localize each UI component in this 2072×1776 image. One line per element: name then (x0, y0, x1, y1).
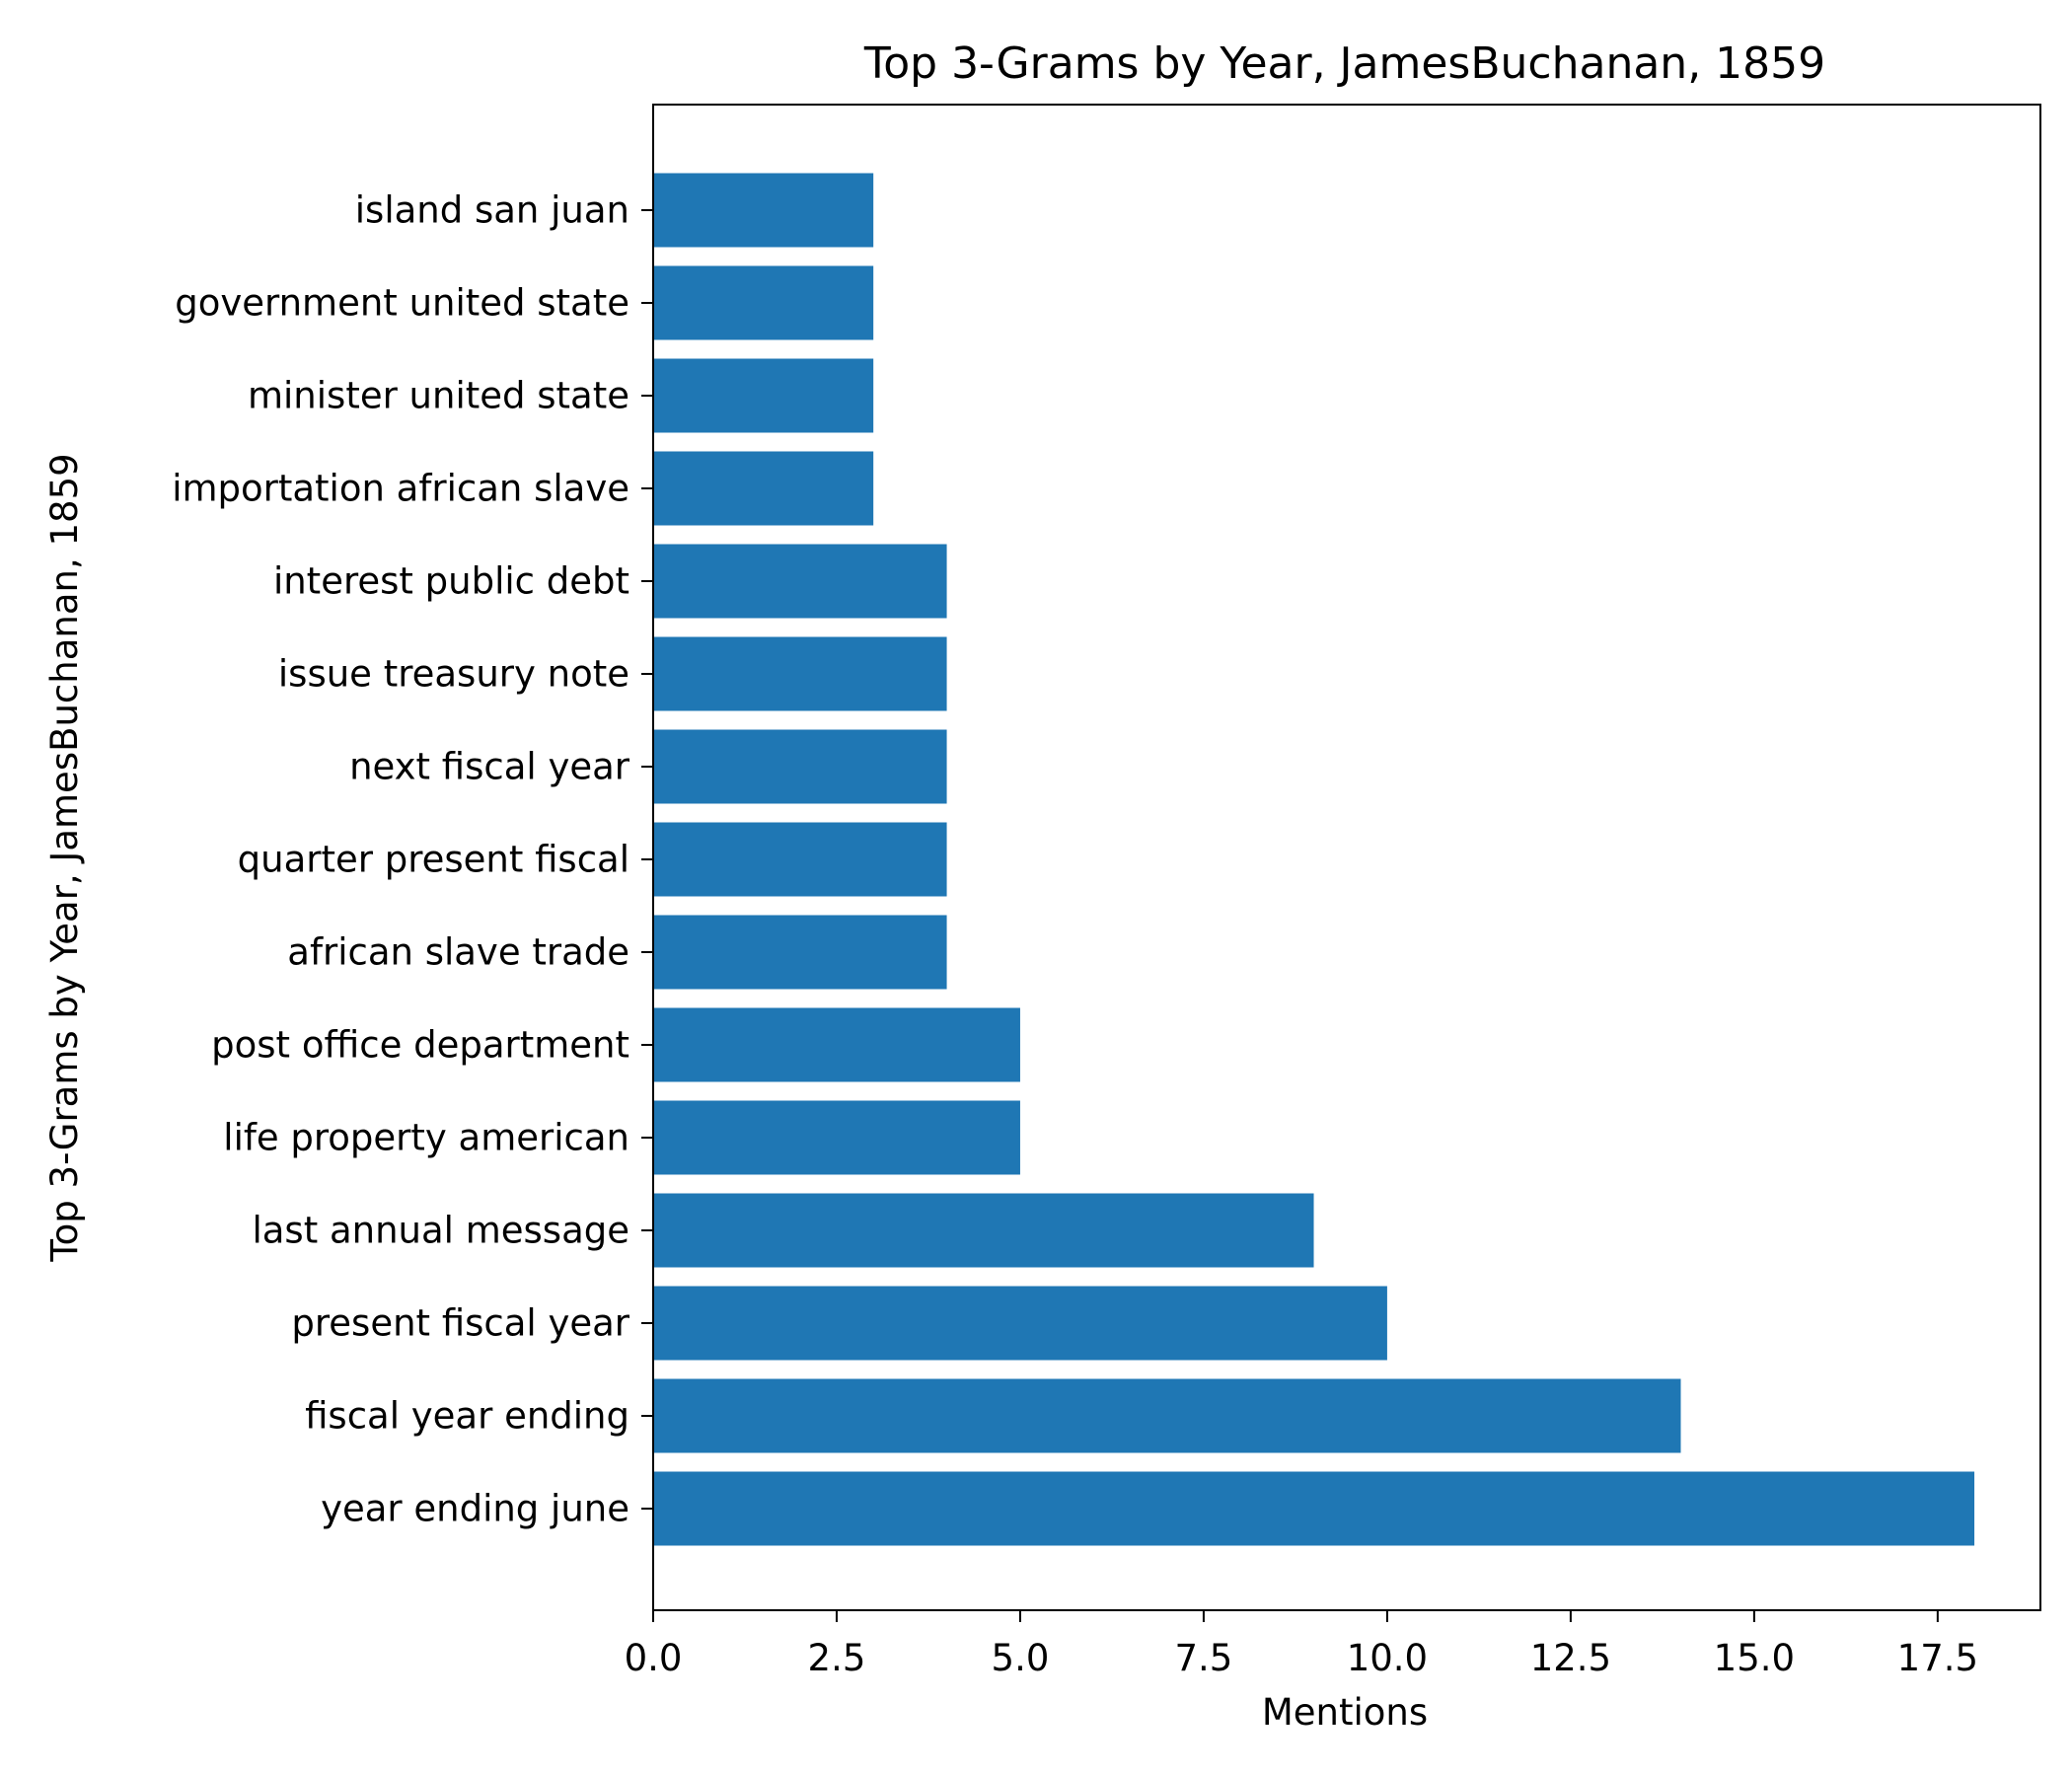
y-tick-label: government united state (175, 282, 629, 325)
y-tick-label: post office department (211, 1024, 629, 1067)
bar (653, 915, 947, 990)
y-tick-label: minister united state (248, 375, 629, 417)
bar (653, 636, 947, 711)
bar (653, 544, 947, 619)
x-tick-label: 17.5 (1897, 1637, 1978, 1679)
x-tick-label: 0.0 (625, 1637, 683, 1679)
bar (653, 358, 874, 433)
y-tick-label: african slave trade (287, 931, 629, 974)
y-axis-ticks: year ending june fiscal year ending presen… (172, 189, 653, 1530)
y-tick-label: issue treasury note (278, 653, 629, 696)
y-tick-label: importation african slave (172, 468, 629, 510)
y-tick-label: present fiscal year (291, 1302, 629, 1345)
x-tick-label: 12.5 (1530, 1637, 1611, 1679)
x-tick-label: 15.0 (1714, 1637, 1795, 1679)
y-tick-label: life property american (223, 1117, 629, 1159)
x-axis-ticks: 0.0 2.5 5.0 7.5 10.0 12.5 15.0 17.5 (625, 1610, 1978, 1679)
x-tick-label: 10.0 (1347, 1637, 1428, 1679)
bar (653, 265, 874, 340)
y-tick-label: year ending june (321, 1488, 629, 1530)
y-tick-label: quarter present fiscal (238, 839, 629, 881)
bar (653, 1007, 1020, 1082)
bar (653, 1286, 1387, 1361)
y-axis-label: Top 3-Grams by Year, JamesBuchanan, 1859 (43, 453, 86, 1262)
plot-area-frame (652, 104, 2041, 1611)
bars-group (653, 173, 1975, 1546)
x-tick-label: 7.5 (1175, 1637, 1233, 1679)
bar (653, 173, 874, 248)
bar (653, 1378, 1681, 1453)
y-tick-label: next fiscal year (349, 746, 630, 788)
y-tick-label: interest public debt (273, 560, 629, 603)
y-tick-label: island san juan (355, 189, 629, 232)
y-tick-label: last annual message (252, 1210, 629, 1252)
x-axis-label: Mentions (1262, 1691, 1428, 1734)
bar (653, 729, 947, 804)
bar (653, 1193, 1314, 1268)
bar (653, 451, 874, 526)
bar (653, 1100, 1020, 1175)
x-tick-label: 2.5 (808, 1637, 866, 1679)
chart-title: Top 3-Grams by Year, JamesBuchanan, 1859 (863, 38, 1825, 89)
bar (653, 1471, 1975, 1546)
x-tick-label: 5.0 (992, 1637, 1050, 1679)
bar (653, 822, 947, 897)
y-tick-label: fiscal year ending (305, 1395, 629, 1438)
